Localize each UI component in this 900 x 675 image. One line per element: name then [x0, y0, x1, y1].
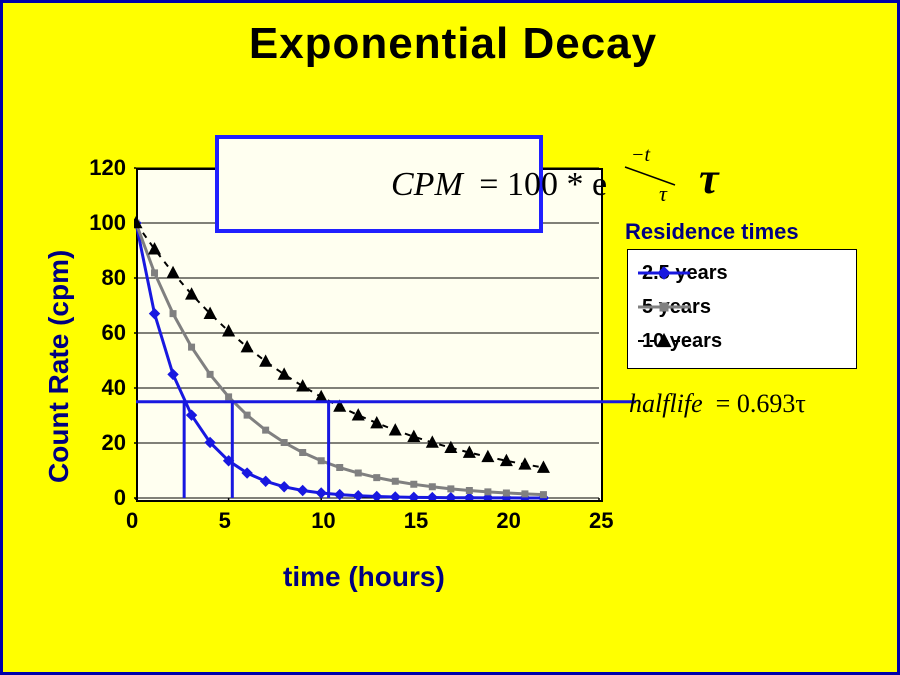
chart-title: Exponential Decay [3, 19, 900, 69]
legend-swatch [636, 297, 692, 317]
yellow-frame: Exponential Decay Count Rate (cpm) time … [0, 0, 900, 675]
halflife-formula: halflife = 0.693τ [629, 389, 806, 419]
x-tick-label: 25 [589, 508, 613, 534]
legend-row: 10 years [636, 324, 848, 358]
x-axis-label: time (hours) [283, 561, 445, 593]
legend-swatch [636, 331, 692, 351]
legend-swatch [636, 263, 692, 283]
x-tick-label: 15 [404, 508, 428, 534]
y-tick-label: 40 [76, 375, 126, 401]
x-tick-label: 20 [496, 508, 520, 534]
svg-text:CPM = 100 * e: CPM = 100 * e [391, 166, 607, 203]
legend-row: 5 years [636, 290, 848, 324]
eq-lhs: CPM [391, 166, 464, 203]
halflife-lhs: halflife [629, 389, 703, 418]
y-tick-label: 20 [76, 430, 126, 456]
eq-exp-num: −t [631, 144, 650, 166]
legend-title: Residence times [625, 219, 799, 245]
tau-symbol: τ [699, 153, 719, 204]
eq-rhs-prefix: = 100 * e [479, 166, 607, 203]
equation-svg: CPM = 100 * e −t τ [379, 139, 691, 221]
y-tick-label: 0 [76, 485, 126, 511]
eq-fraction-bar [625, 167, 675, 185]
y-axis-label: Count Rate (cpm) [43, 250, 75, 483]
x-tick-label: 0 [126, 508, 138, 534]
y-tick-label: 80 [76, 265, 126, 291]
legend-row: 2.5 years [636, 256, 848, 290]
y-tick-label: 120 [76, 155, 126, 181]
y-tick-label: 60 [76, 320, 126, 346]
y-tick-label: 100 [76, 210, 126, 236]
x-tick-label: 10 [311, 508, 335, 534]
eq-exp-den: τ [659, 181, 668, 206]
x-tick-label: 5 [219, 508, 231, 534]
equation-box: CPM = 100 * e −t τ [215, 135, 543, 233]
legend-box: 2.5 years5 years10 years [627, 249, 857, 369]
halflife-rhs: = 0.693τ [716, 389, 806, 418]
